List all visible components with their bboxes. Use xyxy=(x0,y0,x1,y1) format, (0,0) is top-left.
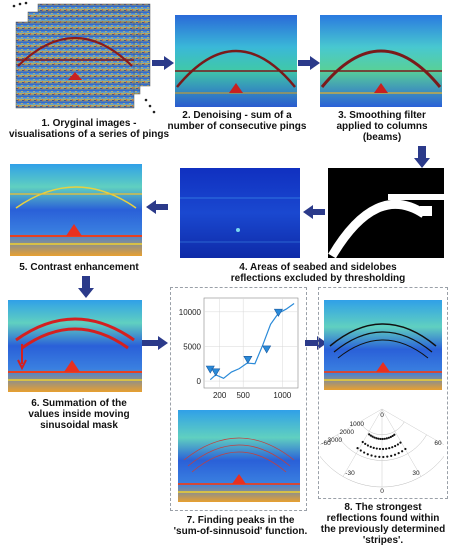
reflection-point xyxy=(375,437,378,440)
reflection-point xyxy=(396,443,399,446)
sum-of-sinusoid-chart: 200 500 1000 0 5000 10000 xyxy=(172,292,304,404)
reflection-point xyxy=(370,454,373,457)
reflection-point xyxy=(389,435,392,439)
denoised-image xyxy=(175,15,297,107)
step7-frame xyxy=(170,287,307,511)
smoothed-image xyxy=(320,15,442,107)
reflection-point xyxy=(366,444,370,447)
reflection-point xyxy=(373,436,376,439)
angle-tick-label: -30 xyxy=(345,470,355,477)
peak-marker xyxy=(273,308,283,317)
radial-tick-label: 1000 xyxy=(350,421,365,428)
reflection-point xyxy=(391,446,394,449)
reflection-point xyxy=(374,455,377,458)
reflection-point xyxy=(399,441,402,444)
reflection-point xyxy=(361,440,364,444)
reflections-image xyxy=(324,300,442,390)
reflection-point xyxy=(387,436,390,439)
reflection-point xyxy=(378,447,382,451)
original-images-stack xyxy=(8,0,158,115)
threshold-mask-image xyxy=(328,168,444,258)
reflection-point xyxy=(379,437,382,441)
angle-tick-label: 30 xyxy=(412,470,420,477)
reflection-point xyxy=(371,435,374,438)
step1-caption: 1. Oryginal images - visualisations of a… xyxy=(8,118,170,140)
reflection-point xyxy=(381,437,384,441)
reflection-point xyxy=(390,454,393,457)
radial-tick-label: 2000 xyxy=(340,429,355,436)
reflection-point xyxy=(397,452,400,455)
reflection-point xyxy=(375,447,378,450)
step3-caption: 3. Smoothing filter applied to columns (… xyxy=(336,110,428,143)
arrow-right-icon xyxy=(152,56,174,70)
reflection-point xyxy=(385,447,388,450)
reflection-point xyxy=(363,451,366,454)
reflection-point xyxy=(383,437,386,440)
step2-caption: 2. Denoising - sum of a number of consec… xyxy=(167,110,307,132)
arrow-left-icon xyxy=(303,205,325,219)
polar-plot: 1000 2000 3000 0 -30 30 -60 60 0 xyxy=(320,405,444,495)
y-tick-label: 10000 xyxy=(179,308,202,317)
angle-tick-label-bottom: 0 xyxy=(380,488,384,495)
reflection-point xyxy=(388,447,391,450)
angle-tick-label: 60 xyxy=(434,440,442,447)
reflection-point xyxy=(381,447,385,451)
step4-caption: 4. Areas of seabed and sidelobes reflect… xyxy=(230,262,406,284)
reflection-point xyxy=(364,442,367,445)
reflection-point xyxy=(369,434,372,437)
reflection-point xyxy=(382,455,385,459)
step8-frame xyxy=(318,287,448,499)
x-tick-label: 500 xyxy=(236,391,250,400)
reflection-point xyxy=(393,453,397,456)
reflection-point xyxy=(393,433,396,436)
reflection-point xyxy=(372,446,375,449)
arrow-right-icon xyxy=(305,336,327,350)
reflection-point xyxy=(385,437,388,440)
reflection-point xyxy=(394,444,397,448)
polar-spoke xyxy=(381,408,444,446)
arrow-down-icon xyxy=(414,146,430,168)
angle-tick-label: 0 xyxy=(380,412,384,419)
peak-marker xyxy=(262,345,272,354)
reflection-point xyxy=(391,434,394,438)
contrast-enhanced-image xyxy=(10,164,142,256)
reflection-point xyxy=(386,455,389,458)
reflection-point xyxy=(359,449,362,452)
reflection-point xyxy=(404,447,407,451)
reflection-point xyxy=(377,437,380,440)
x-tick-label: 1000 xyxy=(273,391,291,400)
arrow-right-icon xyxy=(298,56,320,70)
radial-tick-label: 3000 xyxy=(328,437,343,444)
step5-caption: 5. Contrast enhancement xyxy=(19,262,139,273)
reflection-point xyxy=(356,447,359,450)
step7-caption: 7. Finding peaks in the 'sum-of-sinnusoi… xyxy=(173,515,308,537)
x-tick-label: 200 xyxy=(213,391,227,400)
reflection-point xyxy=(369,445,372,448)
plot-area xyxy=(203,297,299,389)
step6-caption: 6. Summation of the values inside moving… xyxy=(28,398,130,431)
thresholded-image xyxy=(180,168,300,258)
peak-marker xyxy=(243,356,253,364)
y-tick-label: 0 xyxy=(197,377,202,386)
arrow-left-icon xyxy=(146,200,168,214)
reflection-point xyxy=(401,450,404,453)
angle-tick-label: -60 xyxy=(321,440,331,447)
y-tick-label: 5000 xyxy=(183,342,201,351)
reflection-point xyxy=(366,453,369,456)
step8-caption: 8. The strongest reflections found withi… xyxy=(320,502,446,546)
reflection-point xyxy=(368,433,371,436)
reflection-point xyxy=(378,455,381,459)
peak-marker xyxy=(211,368,221,377)
arrow-down-icon xyxy=(78,276,94,298)
arrow-right-icon xyxy=(142,336,168,350)
peaks-image xyxy=(178,410,300,502)
polar-spoke xyxy=(320,408,383,446)
sinusoidal-mask-image xyxy=(8,300,142,392)
